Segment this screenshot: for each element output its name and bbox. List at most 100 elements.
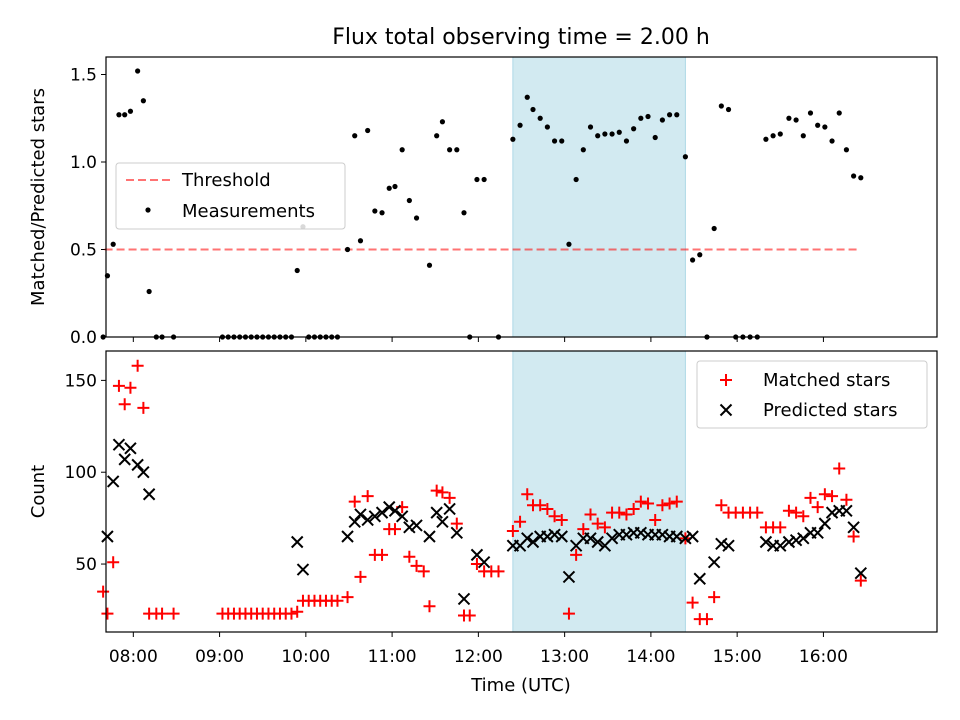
predicted-star-point bbox=[137, 466, 150, 479]
measurement-point bbox=[616, 129, 622, 135]
matched-star-point bbox=[107, 556, 120, 569]
measurement-point bbox=[110, 241, 116, 247]
bottom-y-axis-label: Count bbox=[28, 465, 49, 518]
predicted-star-point bbox=[403, 521, 416, 534]
measurement-point bbox=[822, 124, 828, 130]
matched-star-point bbox=[361, 490, 374, 503]
x-tick-label: 12:00 bbox=[454, 647, 503, 667]
predicted-star-point bbox=[383, 500, 396, 514]
x-axis-label: Time (UTC) bbox=[470, 675, 571, 696]
top-observing-window bbox=[512, 56, 686, 338]
predicted-star-point bbox=[124, 442, 137, 455]
predicted-star-point bbox=[840, 504, 853, 517]
matched-star-point bbox=[649, 513, 662, 526]
predicted-star-point bbox=[118, 453, 131, 466]
matched-star-point bbox=[541, 502, 554, 515]
matched-star-point bbox=[833, 462, 846, 475]
measurement-point bbox=[399, 147, 405, 153]
matched-star-point bbox=[790, 506, 803, 519]
measurement-point bbox=[725, 106, 732, 113]
legend-measurements-swatch bbox=[145, 207, 151, 213]
predicted-star-point bbox=[541, 530, 554, 543]
predicted-star-point bbox=[847, 521, 860, 534]
matched-star-point bbox=[97, 585, 110, 598]
matched-star-point bbox=[506, 524, 519, 537]
matched-star-point bbox=[534, 499, 547, 512]
measurement-point bbox=[530, 106, 536, 113]
legend-threshold-label: Threshold bbox=[181, 170, 271, 191]
top-y-tick-label: 0.5 bbox=[70, 241, 97, 261]
predicted-star-point bbox=[477, 556, 491, 569]
predicted-star-point bbox=[693, 572, 706, 585]
predicted-star-point bbox=[562, 570, 576, 584]
top-y-tick-label: 1.0 bbox=[70, 153, 97, 173]
matched-star-point bbox=[285, 607, 298, 620]
measurement-point bbox=[544, 124, 550, 130]
predicted-star-point bbox=[423, 530, 436, 543]
predicted-star-point bbox=[591, 535, 604, 549]
matched-star-point bbox=[403, 550, 416, 563]
measurement-point bbox=[697, 252, 703, 258]
predicted-star-point bbox=[368, 510, 382, 523]
bottom-axes-frame bbox=[105, 350, 938, 633]
predicted-star-point bbox=[679, 532, 692, 545]
matched-star-point bbox=[570, 548, 583, 561]
matched-star-point bbox=[782, 504, 795, 517]
predicted-star-point bbox=[354, 508, 367, 521]
matched-star-point bbox=[847, 530, 860, 543]
chart-title: Flux total observing time = 2.00 h bbox=[332, 25, 710, 50]
top-legend-box bbox=[115, 162, 346, 230]
measurement-point bbox=[135, 68, 141, 74]
measurement-point bbox=[426, 262, 433, 268]
measurement-point bbox=[559, 138, 565, 144]
predicted-star-point bbox=[605, 532, 619, 545]
measurement-point bbox=[807, 110, 814, 116]
bottom-legend: Matched stars Predicted stars bbox=[696, 360, 928, 429]
measurement-point bbox=[524, 94, 530, 100]
x-tick-label: 14:00 bbox=[626, 647, 675, 667]
measurement-point bbox=[566, 241, 572, 247]
measurement-point bbox=[836, 110, 842, 116]
measurement-point bbox=[573, 176, 579, 183]
matched-star-point bbox=[562, 607, 575, 620]
measurement-point bbox=[631, 126, 637, 132]
bottom-y-tick-label: 100 bbox=[65, 463, 97, 483]
matched-star-point bbox=[354, 570, 367, 583]
predicted-star-point bbox=[634, 526, 648, 540]
predicted-star-point bbox=[797, 532, 810, 545]
matched-star-point bbox=[463, 609, 476, 622]
legend-matched-swatch bbox=[720, 374, 732, 386]
predicted-star-point bbox=[818, 517, 832, 530]
measurement-point bbox=[116, 112, 122, 118]
matched-star-point bbox=[101, 607, 114, 620]
matched-star-point bbox=[627, 502, 640, 515]
bottom-y-tick-label: 150 bbox=[65, 371, 97, 391]
matched-star-point bbox=[348, 495, 361, 508]
measurement-point bbox=[386, 185, 392, 191]
predicted-star-point bbox=[388, 504, 402, 517]
measurement-point bbox=[344, 246, 351, 253]
measurement-point bbox=[122, 112, 128, 118]
matched-star-point bbox=[124, 381, 137, 394]
measurement-point bbox=[674, 112, 680, 118]
predicted-star-point bbox=[521, 532, 534, 545]
measurement-point bbox=[439, 119, 446, 125]
x-tick-label: 15:00 bbox=[713, 647, 762, 667]
measurement-point bbox=[140, 98, 146, 104]
predicted-star-point bbox=[112, 438, 126, 451]
predicted-star-point bbox=[436, 515, 449, 529]
measurement-point bbox=[474, 176, 480, 183]
measurement-point bbox=[372, 208, 378, 214]
predicted-star-point bbox=[131, 458, 144, 472]
measurement-point bbox=[843, 147, 850, 153]
matched-star-point bbox=[634, 495, 647, 508]
measurement-point bbox=[352, 133, 358, 139]
measurement-point bbox=[379, 210, 385, 216]
predicted-star-point bbox=[341, 530, 354, 543]
matched-star-point bbox=[331, 594, 344, 607]
predicted-star-point bbox=[722, 539, 735, 552]
matched-star-point bbox=[443, 491, 456, 504]
measurement-point bbox=[638, 115, 644, 121]
measurement-point bbox=[659, 117, 665, 123]
